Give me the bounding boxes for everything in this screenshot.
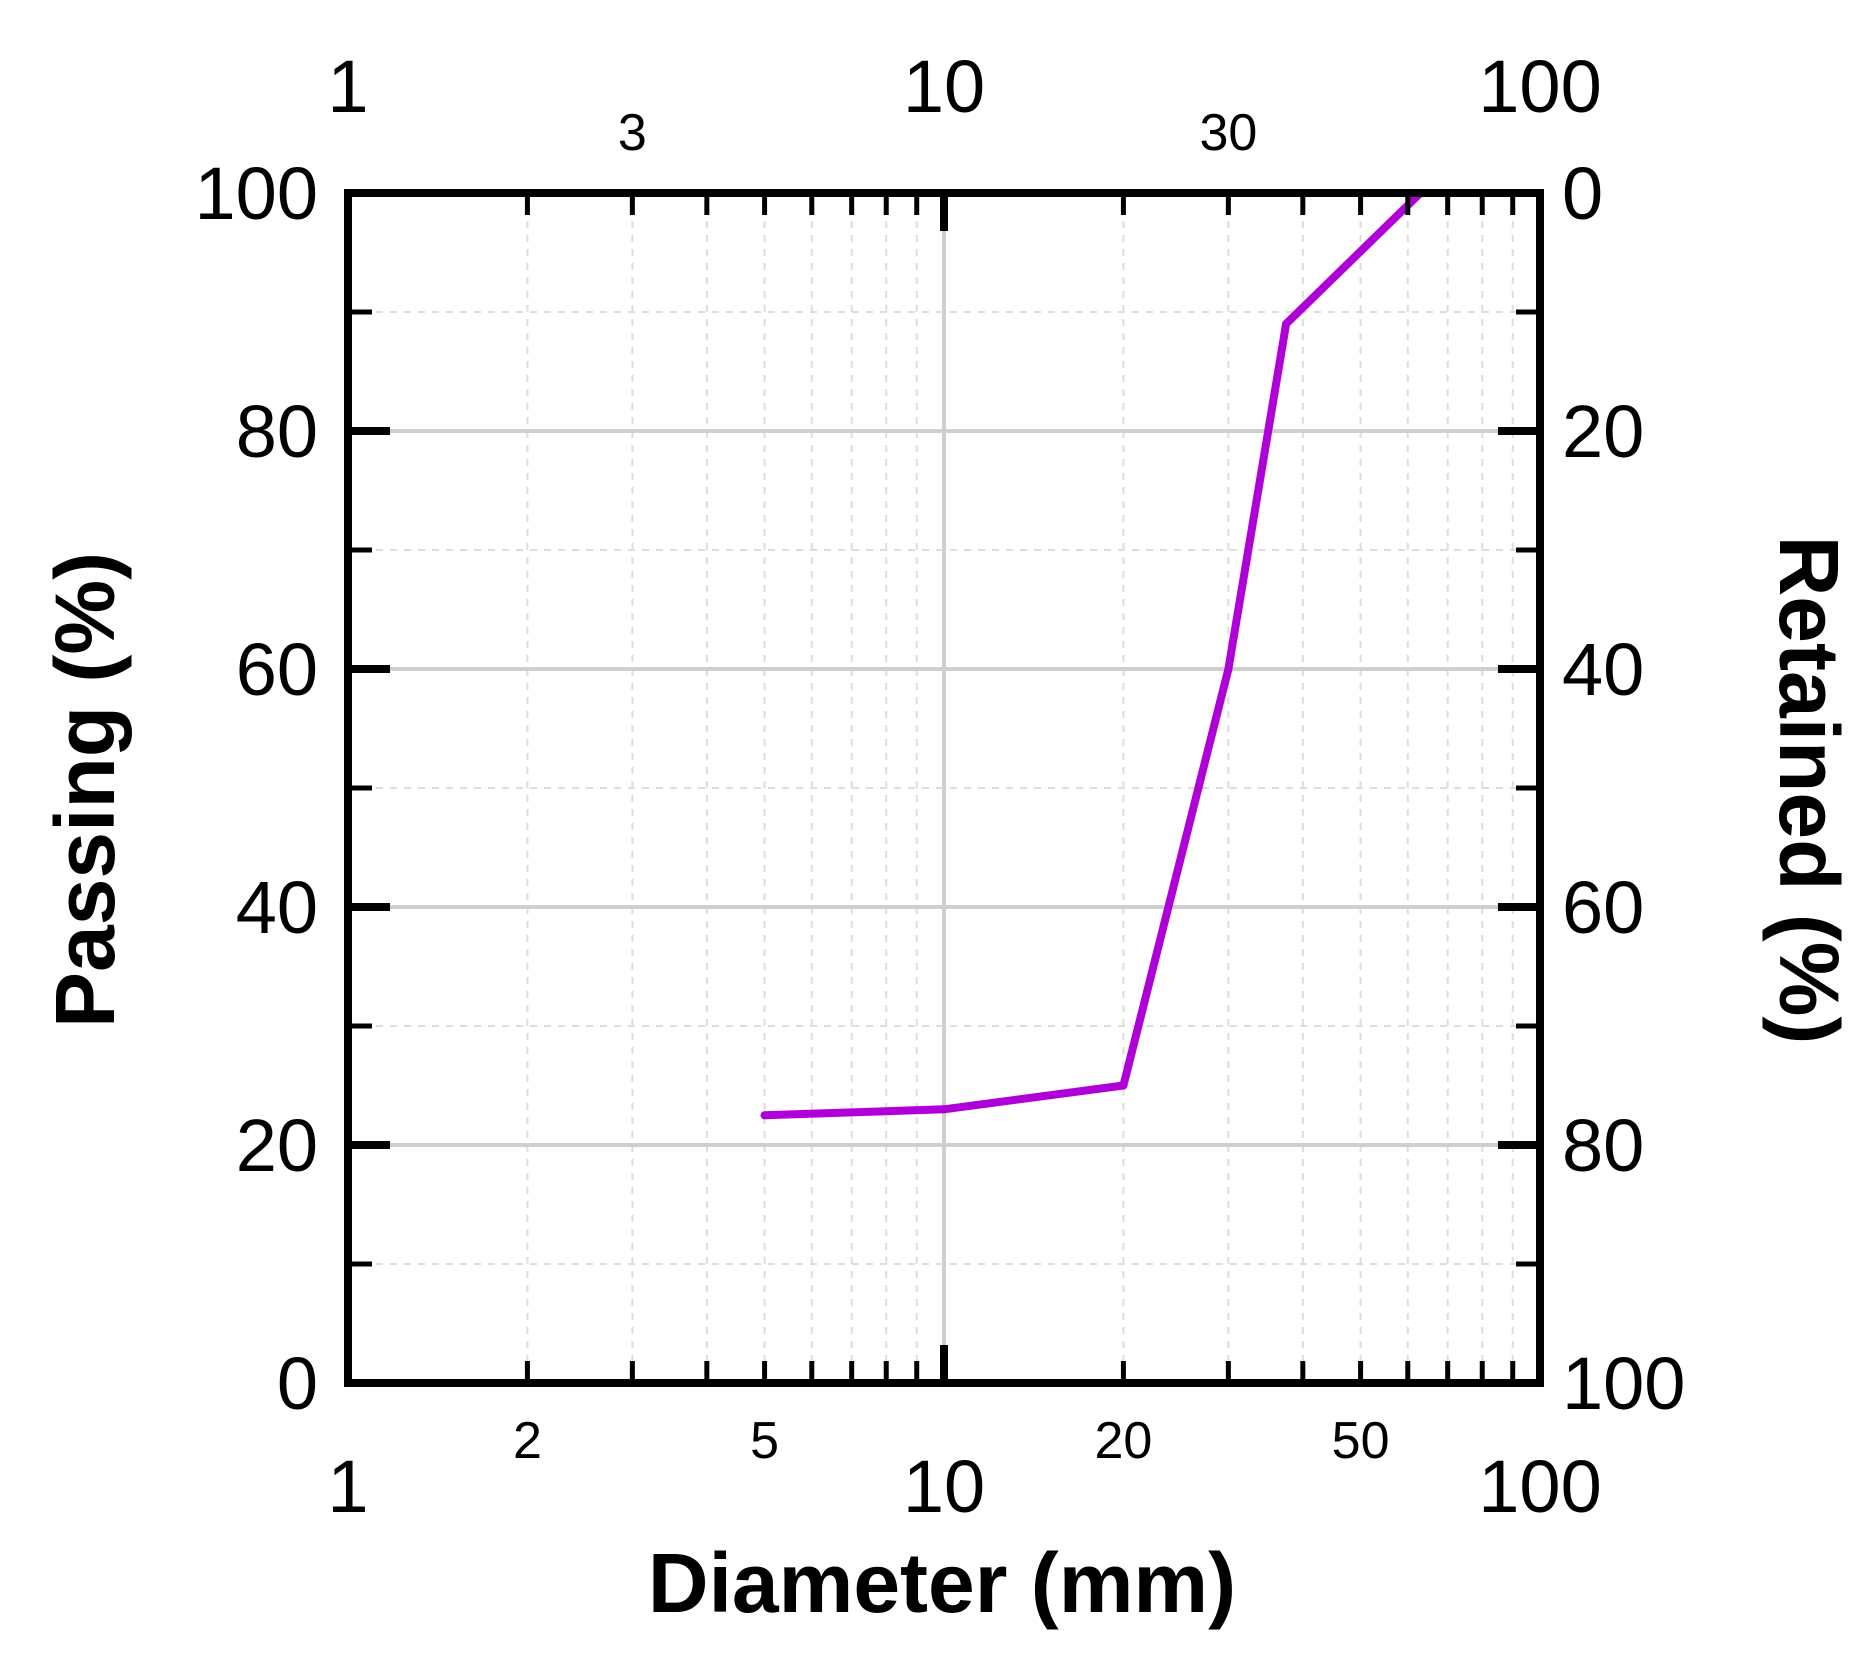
x-bottom-minor-label: 2 bbox=[513, 1412, 542, 1470]
x-top-minor-label: 30 bbox=[1199, 104, 1257, 162]
data-point bbox=[1119, 1081, 1128, 1090]
y2-tick-label: 80 bbox=[1562, 1104, 1644, 1187]
x-bottom-minor-label: 50 bbox=[1332, 1412, 1390, 1470]
y2-tick-label: 0 bbox=[1562, 152, 1603, 235]
x-axis-title: Diameter (mm) bbox=[648, 1536, 1236, 1630]
tick-marks bbox=[344, 189, 1544, 1387]
x-top-major-label: 10 bbox=[903, 45, 985, 128]
data-layer bbox=[760, 189, 1470, 1120]
x-bottom-minor-label: 20 bbox=[1094, 1412, 1152, 1470]
x-top-major-label: 100 bbox=[1478, 45, 1601, 128]
x-top-major-label: 1 bbox=[327, 45, 368, 128]
data-point bbox=[760, 1111, 769, 1120]
y-tick-label: 0 bbox=[277, 1342, 318, 1425]
y-tick-label: 40 bbox=[236, 866, 318, 949]
x-bottom-major-label: 100 bbox=[1478, 1445, 1601, 1528]
grid bbox=[348, 193, 1540, 1383]
y2-tick-label: 40 bbox=[1562, 628, 1644, 711]
y2-tick-label: 60 bbox=[1562, 866, 1644, 949]
y-axis-title: Passing (%) bbox=[38, 552, 132, 1028]
data-point bbox=[1282, 319, 1291, 328]
x-bottom-major-label: 1 bbox=[327, 1445, 368, 1528]
y2-tick-label: 20 bbox=[1562, 390, 1644, 473]
y-tick-label: 60 bbox=[236, 628, 318, 711]
x-bottom-minor-label: 5 bbox=[750, 1412, 779, 1470]
y-tick-label: 80 bbox=[236, 390, 318, 473]
y-tick-label: 100 bbox=[195, 152, 318, 235]
passing-curve-line bbox=[760, 189, 1470, 1120]
x-bottom-major-label: 10 bbox=[903, 1445, 985, 1528]
y-tick-label: 20 bbox=[236, 1104, 318, 1187]
y2-tick-label: 100 bbox=[1562, 1342, 1685, 1425]
x-top-minor-label: 3 bbox=[618, 104, 647, 162]
data-point bbox=[940, 1105, 948, 1114]
data-point bbox=[1224, 665, 1233, 673]
y2-axis-title: Retained (%) bbox=[1762, 536, 1856, 1045]
